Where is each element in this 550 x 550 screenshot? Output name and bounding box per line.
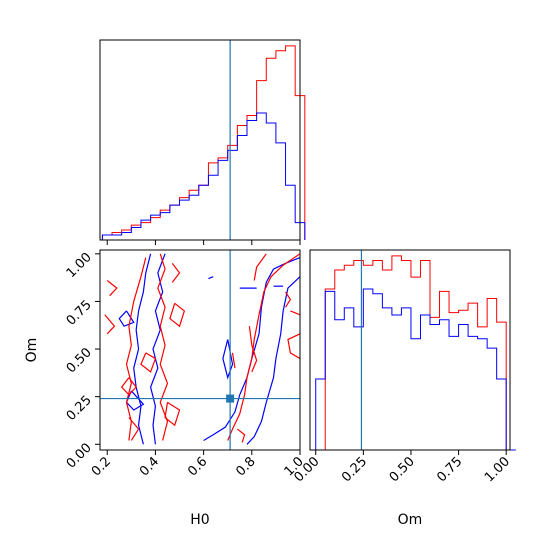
om-x-tick-label: 0.25 (339, 454, 370, 485)
contour-series_b (133, 253, 152, 445)
contour-series_a (125, 257, 147, 441)
contour-series_a (140, 352, 157, 373)
contour-series_a (169, 302, 186, 328)
om-x-tick-label: 0.50 (387, 454, 418, 485)
contour-series_a (287, 333, 301, 360)
contour-series_b (149, 253, 166, 445)
contour-series_a (248, 326, 258, 373)
truth-marker (226, 394, 235, 403)
contour-series_a (290, 310, 301, 316)
om-x-tick-label: 1.00 (482, 454, 513, 485)
h0-marginal-panel (99, 39, 306, 245)
contour-series_b (203, 257, 301, 441)
contour-series_a (106, 280, 118, 297)
contour-series_a (236, 428, 246, 443)
histogram-series-series_b (101, 112, 306, 240)
h0-panel-frame (99, 39, 301, 241)
joint-panel-frame (99, 249, 301, 451)
om-x-tick-label: 0.75 (434, 454, 465, 485)
contour-series_a (128, 417, 140, 441)
contour-series_a (120, 377, 137, 396)
histogram-series-series_a (101, 45, 306, 240)
contour-series_b (208, 276, 214, 280)
h0-x-tick-label: 0.8 (233, 454, 258, 479)
x-axis-label-om: Om (398, 512, 423, 528)
contour-series_a (157, 253, 169, 441)
om-marginal-panel: 0.00 0.25 0.50 0.75 1.00 (291, 249, 516, 485)
h0-x-tick-label: 0.4 (137, 454, 162, 479)
contour-series_b (222, 339, 234, 380)
h0-x-tick-label: 0.2 (89, 454, 114, 479)
contour-series_a (285, 291, 292, 308)
histogram-series-series_a (315, 255, 516, 451)
h0-x-tick-label: 0.6 (185, 454, 210, 479)
histogram-series-series_b (315, 288, 516, 451)
contour-series_a (231, 352, 236, 369)
om-y-tick-label: 0.50 (64, 345, 95, 376)
contour-series_a (253, 253, 267, 281)
om-panel-frame (309, 249, 511, 451)
y-axis-label-om: Om (24, 338, 40, 363)
contour-series_a (164, 401, 181, 427)
om-y-tick-label: 0.25 (64, 393, 95, 424)
h0-om-contour-panel: 0.2 0.4 0.6 0.8 1.00.000.250.500.751.00 (64, 249, 307, 479)
contour-series_b (246, 276, 301, 445)
om-y-tick-label: 1.00 (64, 250, 95, 281)
x-axis-label-h0: H0 (190, 512, 209, 528)
contour-series_a (104, 314, 116, 335)
om-y-tick-label: 0.75 (64, 298, 95, 329)
contour-series_b (118, 310, 135, 327)
contour-series_a (171, 262, 181, 283)
